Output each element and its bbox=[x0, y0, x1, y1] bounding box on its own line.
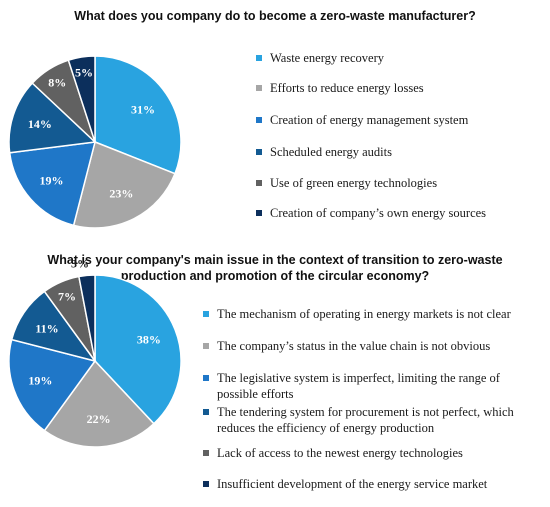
pie-slice bbox=[72, 140, 176, 229]
chart-zero-waste-actions: What does you company do to become a zer… bbox=[0, 0, 550, 238]
legend-label: Efforts to reduce energy losses bbox=[270, 81, 424, 95]
pie-slice bbox=[8, 82, 97, 154]
legend-swatch bbox=[256, 85, 262, 91]
chart-title-line: What is your company's main issue in the… bbox=[47, 253, 503, 267]
pie-slice bbox=[78, 274, 96, 362]
legend-label: Insufficient development of the energy s… bbox=[217, 477, 488, 491]
legend-swatch bbox=[203, 375, 209, 381]
legend-label: The tendering system for procurement is … bbox=[217, 405, 514, 435]
legend-swatch bbox=[256, 149, 262, 155]
legend-swatch bbox=[256, 55, 262, 61]
legend-item: The mechanism of operating in energy mar… bbox=[203, 306, 511, 322]
legend-swatch bbox=[203, 311, 209, 317]
slice-value-label: 8% bbox=[48, 75, 66, 89]
legend-item: Lack of access to the newest energy tech… bbox=[203, 445, 463, 461]
legend-swatch bbox=[203, 409, 209, 415]
legend-label: Scheduled energy audits bbox=[270, 145, 392, 159]
legend-label: Use of green energy technologies bbox=[270, 176, 438, 190]
legend-swatch bbox=[203, 343, 209, 349]
slice-value-label: 22% bbox=[87, 412, 111, 426]
legend-swatch bbox=[256, 180, 262, 186]
chart-title: What is your company's main issue in the… bbox=[0, 252, 550, 284]
legend-swatch bbox=[203, 450, 209, 456]
legend-item: Insufficient development of the energy s… bbox=[203, 476, 487, 492]
pie-slice bbox=[94, 55, 182, 175]
slice-value-label: 14% bbox=[28, 117, 52, 131]
legend-item: Waste energy recovery bbox=[256, 50, 384, 66]
slice-value-label: 11% bbox=[35, 321, 58, 335]
chart-title: What does you company do to become a zer… bbox=[74, 9, 476, 23]
legend-item: The tendering system for procurement is … bbox=[203, 404, 535, 436]
slice-value-label: 3% bbox=[71, 256, 89, 270]
legend-label: Lack of access to the newest energy tech… bbox=[217, 446, 463, 460]
slice-value-label: 19% bbox=[28, 374, 52, 388]
pie-chart: 38% 22% 19% 11% 7% 3% bbox=[8, 256, 182, 448]
slice-value-label: 19% bbox=[39, 173, 63, 187]
slice-value-label: 23% bbox=[109, 187, 133, 201]
legend-item: Efforts to reduce energy losses bbox=[256, 80, 424, 96]
pie-slice bbox=[43, 359, 155, 448]
legend-item: The legislative system is imperfect, lim… bbox=[203, 370, 535, 402]
legend-swatch bbox=[203, 481, 209, 487]
pie-slice bbox=[8, 338, 97, 432]
chart-title-line: production and promotion of the circular… bbox=[120, 269, 430, 283]
legend-item: Creation of energy management system bbox=[256, 112, 468, 128]
slice-value-label: 7% bbox=[58, 289, 76, 303]
pie-slice bbox=[67, 55, 96, 143]
legend-label: Creation of energy management system bbox=[270, 113, 469, 127]
legend-item: The company’s status in the value chain … bbox=[203, 338, 490, 354]
legend-label: The mechanism of operating in energy mar… bbox=[217, 307, 511, 321]
legend-swatch bbox=[256, 117, 262, 123]
slice-value-label: 31% bbox=[131, 102, 155, 116]
pie-slice bbox=[8, 141, 97, 227]
pie-chart: 31% 23% 19% 14% 8% 5% bbox=[8, 55, 182, 229]
legend-label: Waste energy recovery bbox=[270, 51, 384, 65]
legend-item: Scheduled energy audits bbox=[256, 144, 392, 160]
pie-slice bbox=[94, 274, 182, 425]
slice-value-label: 5% bbox=[75, 65, 93, 79]
legend-label: The company’s status in the value chain … bbox=[217, 339, 491, 353]
slice-value-label: 38% bbox=[137, 333, 161, 347]
legend-swatch bbox=[256, 210, 262, 216]
legend-item: Creation of company’s own energy sources bbox=[256, 205, 486, 221]
chart-main-issue: What is your company's main issue in the… bbox=[0, 238, 550, 507]
legend-label: The legislative system is imperfect, lim… bbox=[217, 371, 500, 401]
legend-item: Use of green energy technologies bbox=[256, 175, 437, 191]
legend-label: Creation of company’s own energy sources bbox=[270, 206, 487, 220]
